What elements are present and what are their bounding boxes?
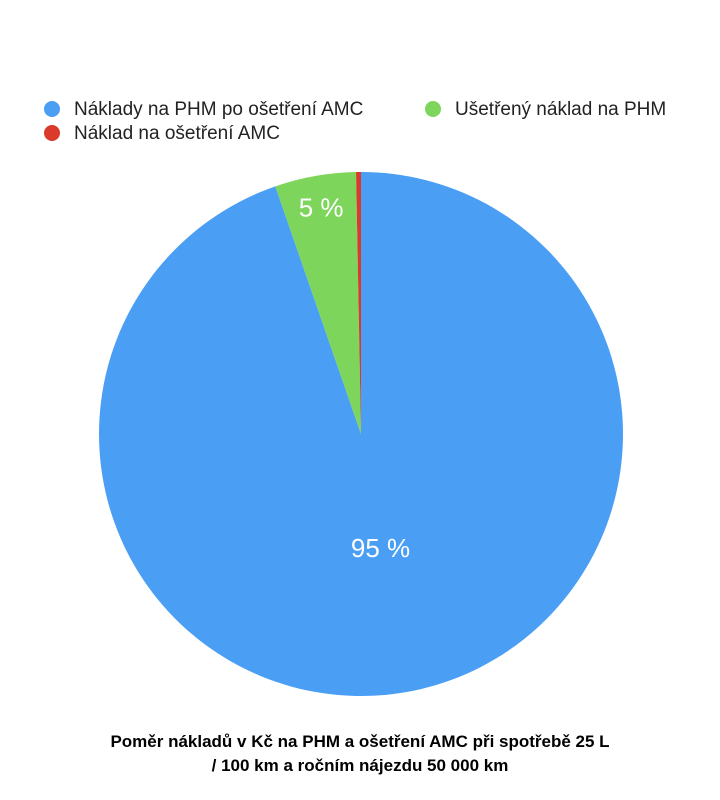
legend-marker [44,101,60,117]
legend-label: Ušetřený náklad na PHM [455,99,666,120]
slice-label: 5 % [299,192,344,222]
pie-slice [99,172,624,696]
legend-marker [44,125,60,141]
slice-label: 95 % [351,533,410,563]
legend-label: Náklady na PHM po ošetření AMC [74,99,363,120]
pie-slice [356,172,361,434]
legend-label: Náklad na ošetření AMC [74,123,280,144]
pie-slice [275,172,361,434]
legend-marker [425,101,441,117]
chart-title: Poměr nákladů v Kč na PHM a ošetření AMC… [110,732,610,775]
